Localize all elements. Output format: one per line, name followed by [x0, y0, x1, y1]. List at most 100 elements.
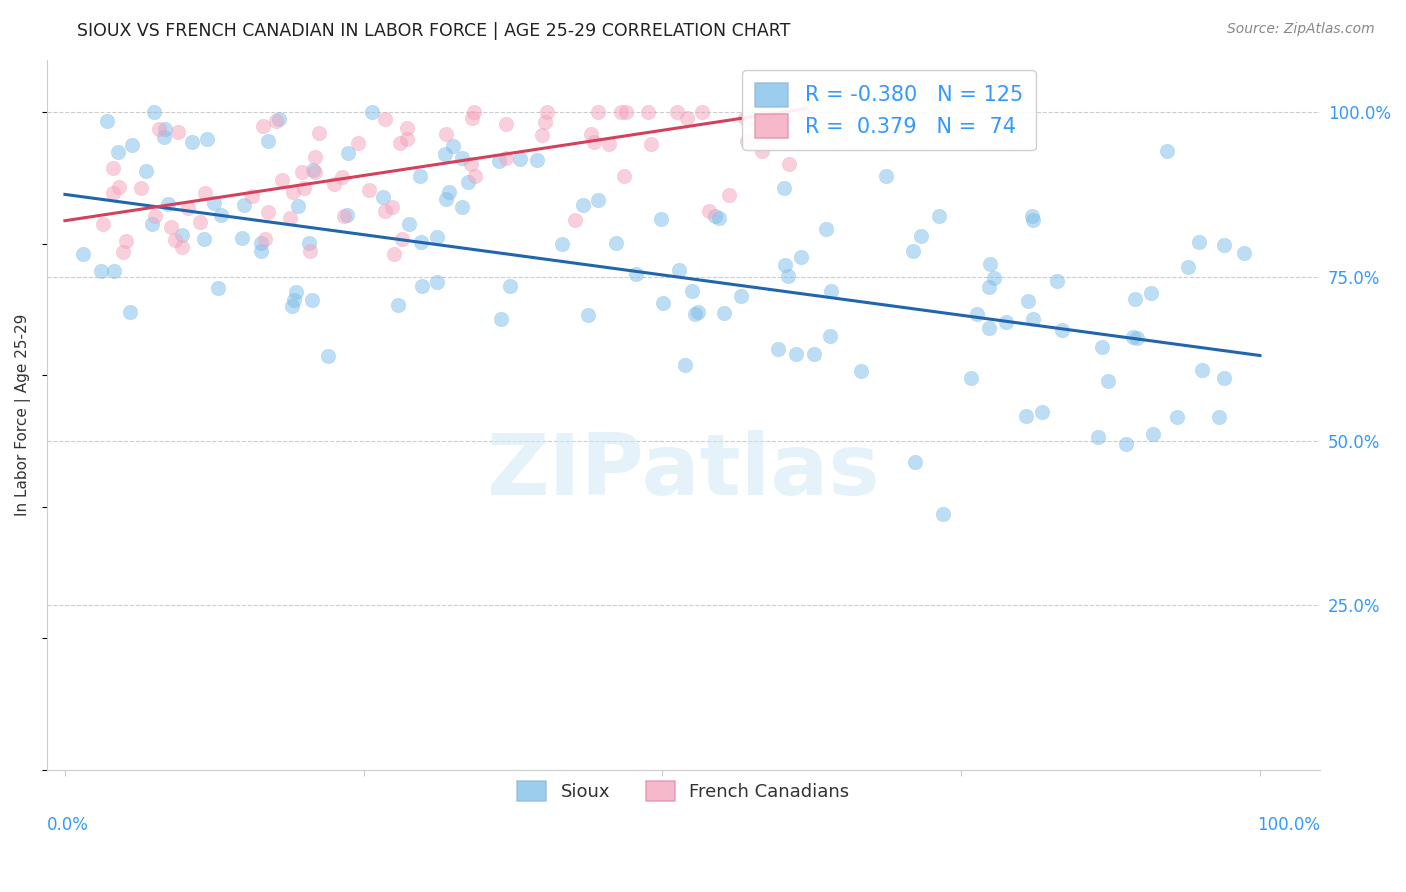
Point [766, 342, 789, 356]
Point [357, 183, 380, 197]
Point [579, 127, 602, 141]
Point [690, 105, 713, 120]
Point [536, 105, 558, 120]
Point [613, 169, 636, 183]
Point [640, 136, 662, 151]
Point [170, 227, 193, 242]
Point [457, 175, 479, 189]
Point [1022, 312, 1045, 326]
Point [686, 305, 709, 319]
Point [270, 173, 292, 187]
Point [734, 112, 756, 126]
Point [1166, 409, 1188, 424]
Point [488, 153, 510, 168]
Point [1022, 213, 1045, 227]
Point [120, 305, 142, 319]
Point [803, 347, 825, 361]
Point [564, 213, 586, 227]
Point [793, 105, 815, 120]
Point [408, 169, 430, 184]
Point [901, 244, 924, 258]
Point [675, 112, 697, 126]
Point [396, 132, 419, 146]
Point [637, 105, 659, 120]
Point [489, 311, 512, 326]
Point [382, 246, 405, 260]
Point [586, 193, 609, 207]
Point [371, 190, 394, 204]
Point [91, 217, 114, 231]
Point [283, 293, 305, 308]
Point [160, 219, 183, 234]
Point [301, 293, 323, 307]
Point [461, 111, 484, 125]
Point [231, 231, 253, 245]
Point [148, 121, 170, 136]
Point [323, 177, 346, 191]
Point [509, 153, 531, 167]
Point [316, 350, 339, 364]
Point [730, 289, 752, 303]
Point [598, 136, 620, 151]
Point [426, 229, 449, 244]
Point [1177, 260, 1199, 274]
Point [571, 198, 593, 212]
Point [994, 315, 1017, 329]
Point [624, 267, 647, 281]
Text: ZIPatlas: ZIPatlas [486, 430, 880, 513]
Point [278, 211, 301, 225]
Point [193, 232, 215, 246]
Text: 0.0%: 0.0% [46, 816, 89, 834]
Point [304, 150, 326, 164]
Point [610, 105, 633, 120]
Point [96, 114, 118, 128]
Point [959, 370, 981, 384]
Point [441, 139, 464, 153]
Point [129, 181, 152, 195]
Point [381, 200, 404, 214]
Point [1031, 404, 1053, 418]
Point [433, 147, 456, 161]
Point [681, 284, 703, 298]
Point [773, 181, 796, 195]
Point [374, 112, 396, 126]
Point [308, 126, 330, 140]
Point [135, 164, 157, 178]
Point [114, 234, 136, 248]
Point [153, 129, 176, 144]
Point [143, 210, 166, 224]
Point [391, 232, 413, 246]
Point [751, 144, 773, 158]
Point [665, 105, 688, 120]
Point [107, 179, 129, 194]
Point [495, 117, 517, 131]
Point [605, 235, 627, 250]
Point [1087, 430, 1109, 444]
Point [294, 181, 316, 195]
Point [90, 263, 112, 277]
Point [103, 186, 125, 200]
Point [450, 151, 472, 165]
Point [142, 105, 165, 120]
Point [929, 105, 952, 120]
Point [434, 192, 457, 206]
Point [426, 275, 449, 289]
Point [287, 199, 309, 213]
Point [252, 120, 274, 134]
Point [713, 305, 735, 319]
Point [264, 113, 287, 128]
Point [1191, 362, 1213, 376]
Point [256, 205, 278, 219]
Point [291, 165, 314, 179]
Point [72, 246, 94, 260]
Point [437, 186, 460, 200]
Point [718, 187, 741, 202]
Point [302, 162, 325, 177]
Point [411, 235, 433, 249]
Point [141, 217, 163, 231]
Point [176, 201, 198, 215]
Point [495, 151, 517, 165]
Point [1017, 294, 1039, 309]
Point [668, 263, 690, 277]
Point [932, 507, 955, 521]
